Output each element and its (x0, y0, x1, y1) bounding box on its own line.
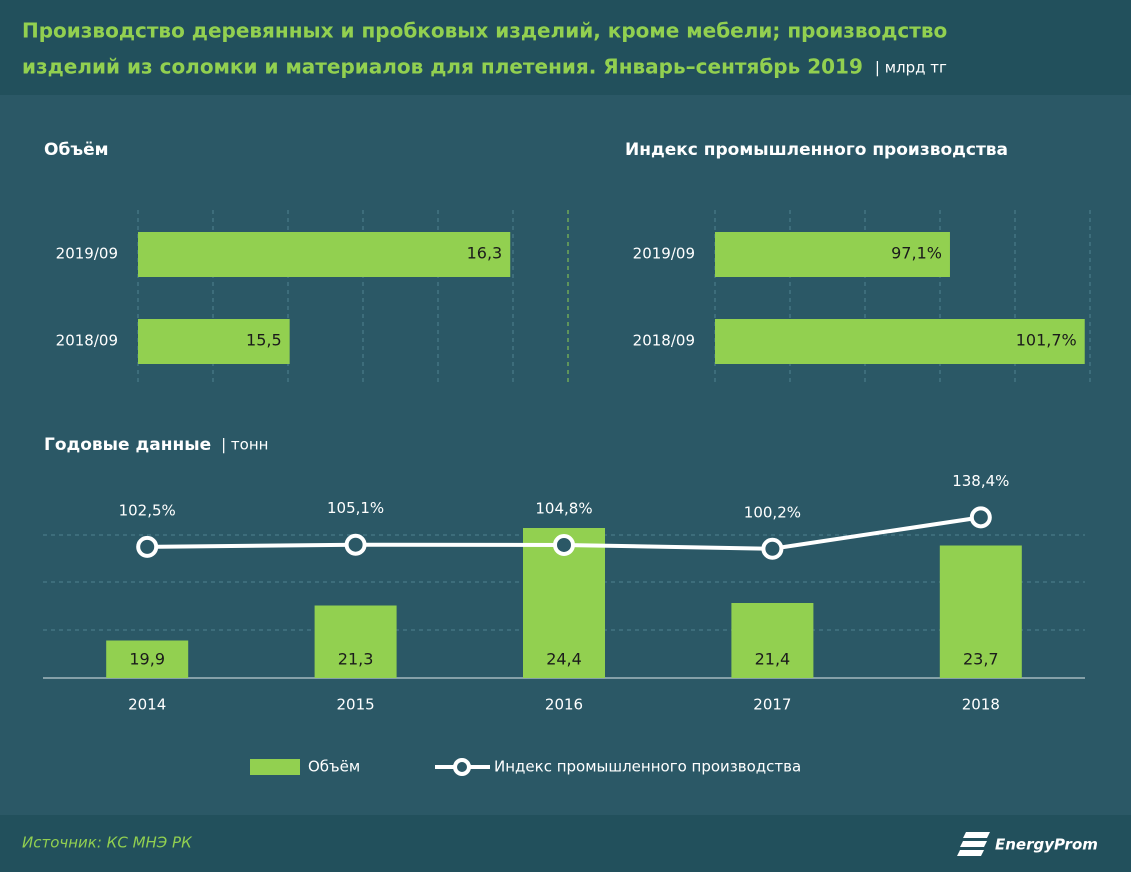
value-label: 100,2% (744, 503, 801, 521)
bar (715, 232, 950, 277)
chart-title: Объём (44, 140, 109, 160)
legend-label: Индекс промышленного производства (494, 758, 801, 776)
value-label: 97,1% (891, 244, 942, 263)
legend-marker (453, 758, 471, 776)
point (136, 535, 159, 558)
value-label: 102,5% (119, 501, 176, 519)
bar (715, 319, 1085, 364)
legend-swatch (250, 759, 300, 775)
logo-icon (957, 832, 990, 856)
value-label: 21,3 (338, 650, 374, 669)
value-label: 23,7 (963, 650, 999, 669)
unit: | млрд тг (875, 59, 947, 77)
bar (138, 319, 290, 364)
value-label: 24,4 (546, 650, 582, 669)
value-label: 19,9 (129, 650, 165, 669)
point (344, 533, 367, 556)
value-label: 101,7% (1016, 331, 1077, 350)
bar (731, 603, 814, 678)
category-label: 2019/09 (633, 245, 695, 263)
header-band (0, 0, 1131, 95)
value-label: 16,3 (467, 244, 503, 263)
point (553, 533, 575, 556)
logo: EnergyProm (995, 836, 1098, 854)
value-label: 15,5 (246, 331, 282, 350)
value-label: 105,1% (327, 499, 384, 517)
chart-title: Годовые данные (44, 435, 211, 455)
x-tick-label: 2015 (337, 696, 375, 714)
x-tick-label: 2018 (962, 696, 1000, 714)
title-line: изделий из соломки и материалов для плет… (22, 55, 863, 79)
category-label: 2018/09 (56, 332, 118, 350)
x-tick-label: 2016 (545, 696, 583, 714)
category-label: 2018/09 (633, 332, 695, 350)
bar (939, 545, 1022, 678)
point (969, 506, 992, 529)
bar (314, 605, 397, 678)
chart-unit: | тонн (221, 436, 268, 454)
point (761, 537, 784, 560)
value-label: 104,8% (535, 499, 592, 517)
bar (138, 232, 511, 277)
title-line: Производство деревянных и пробковых изде… (22, 19, 947, 43)
category-label: 2019/09 (56, 245, 118, 263)
x-tick-label: 2017 (753, 696, 791, 714)
value-label: 21,4 (755, 650, 791, 669)
bar (106, 640, 189, 678)
x-tick-label: 2014 (128, 696, 166, 714)
source: Источник: КС МНЭ РК (22, 834, 193, 852)
footer-band (0, 815, 1131, 872)
chart-title: Индекс промышленного производства (625, 140, 1008, 160)
legend-label: Объём (308, 758, 360, 776)
value-label: 138,4% (952, 472, 1009, 490)
